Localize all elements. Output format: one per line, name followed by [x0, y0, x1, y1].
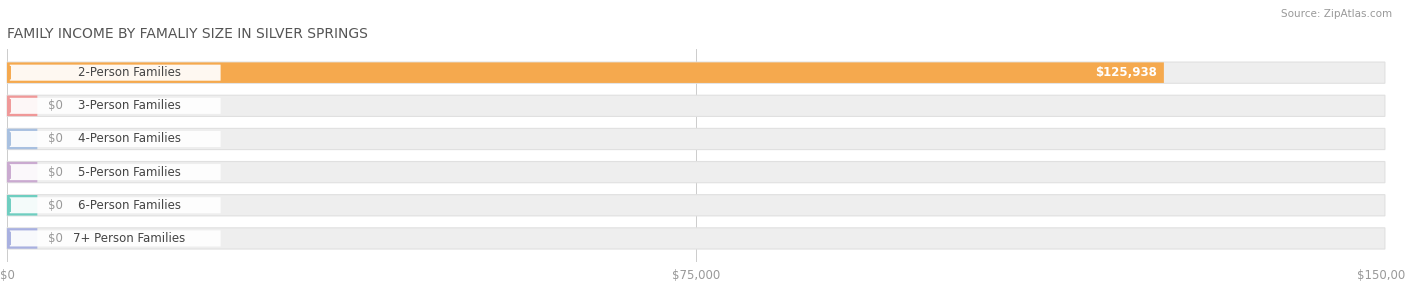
FancyBboxPatch shape — [10, 98, 221, 114]
Text: 5-Person Families: 5-Person Families — [77, 166, 180, 179]
Text: 7+ Person Families: 7+ Person Families — [73, 232, 186, 245]
Text: 3-Person Families: 3-Person Families — [77, 99, 180, 112]
Text: Source: ZipAtlas.com: Source: ZipAtlas.com — [1281, 9, 1392, 19]
FancyBboxPatch shape — [7, 95, 38, 116]
FancyBboxPatch shape — [10, 65, 221, 81]
Text: 6-Person Families: 6-Person Families — [77, 199, 180, 212]
FancyBboxPatch shape — [7, 162, 1385, 183]
FancyBboxPatch shape — [10, 230, 221, 246]
FancyBboxPatch shape — [10, 164, 221, 180]
FancyBboxPatch shape — [7, 195, 38, 216]
FancyBboxPatch shape — [7, 162, 38, 182]
FancyBboxPatch shape — [10, 197, 221, 213]
FancyBboxPatch shape — [7, 128, 1385, 149]
Text: $0: $0 — [48, 99, 63, 112]
Text: 2-Person Families: 2-Person Families — [77, 66, 180, 79]
FancyBboxPatch shape — [7, 228, 1385, 249]
Text: 4-Person Families: 4-Person Families — [77, 132, 180, 145]
Text: $0: $0 — [48, 199, 63, 212]
Text: $125,938: $125,938 — [1095, 66, 1157, 79]
Text: $0: $0 — [48, 232, 63, 245]
FancyBboxPatch shape — [7, 228, 38, 249]
FancyBboxPatch shape — [7, 95, 1385, 117]
FancyBboxPatch shape — [7, 62, 1385, 83]
FancyBboxPatch shape — [10, 131, 221, 147]
Text: FAMILY INCOME BY FAMALIY SIZE IN SILVER SPRINGS: FAMILY INCOME BY FAMALIY SIZE IN SILVER … — [7, 27, 368, 41]
FancyBboxPatch shape — [7, 129, 38, 149]
Text: $0: $0 — [48, 166, 63, 179]
Text: $0: $0 — [48, 132, 63, 145]
FancyBboxPatch shape — [7, 195, 1385, 216]
FancyBboxPatch shape — [7, 63, 1164, 83]
